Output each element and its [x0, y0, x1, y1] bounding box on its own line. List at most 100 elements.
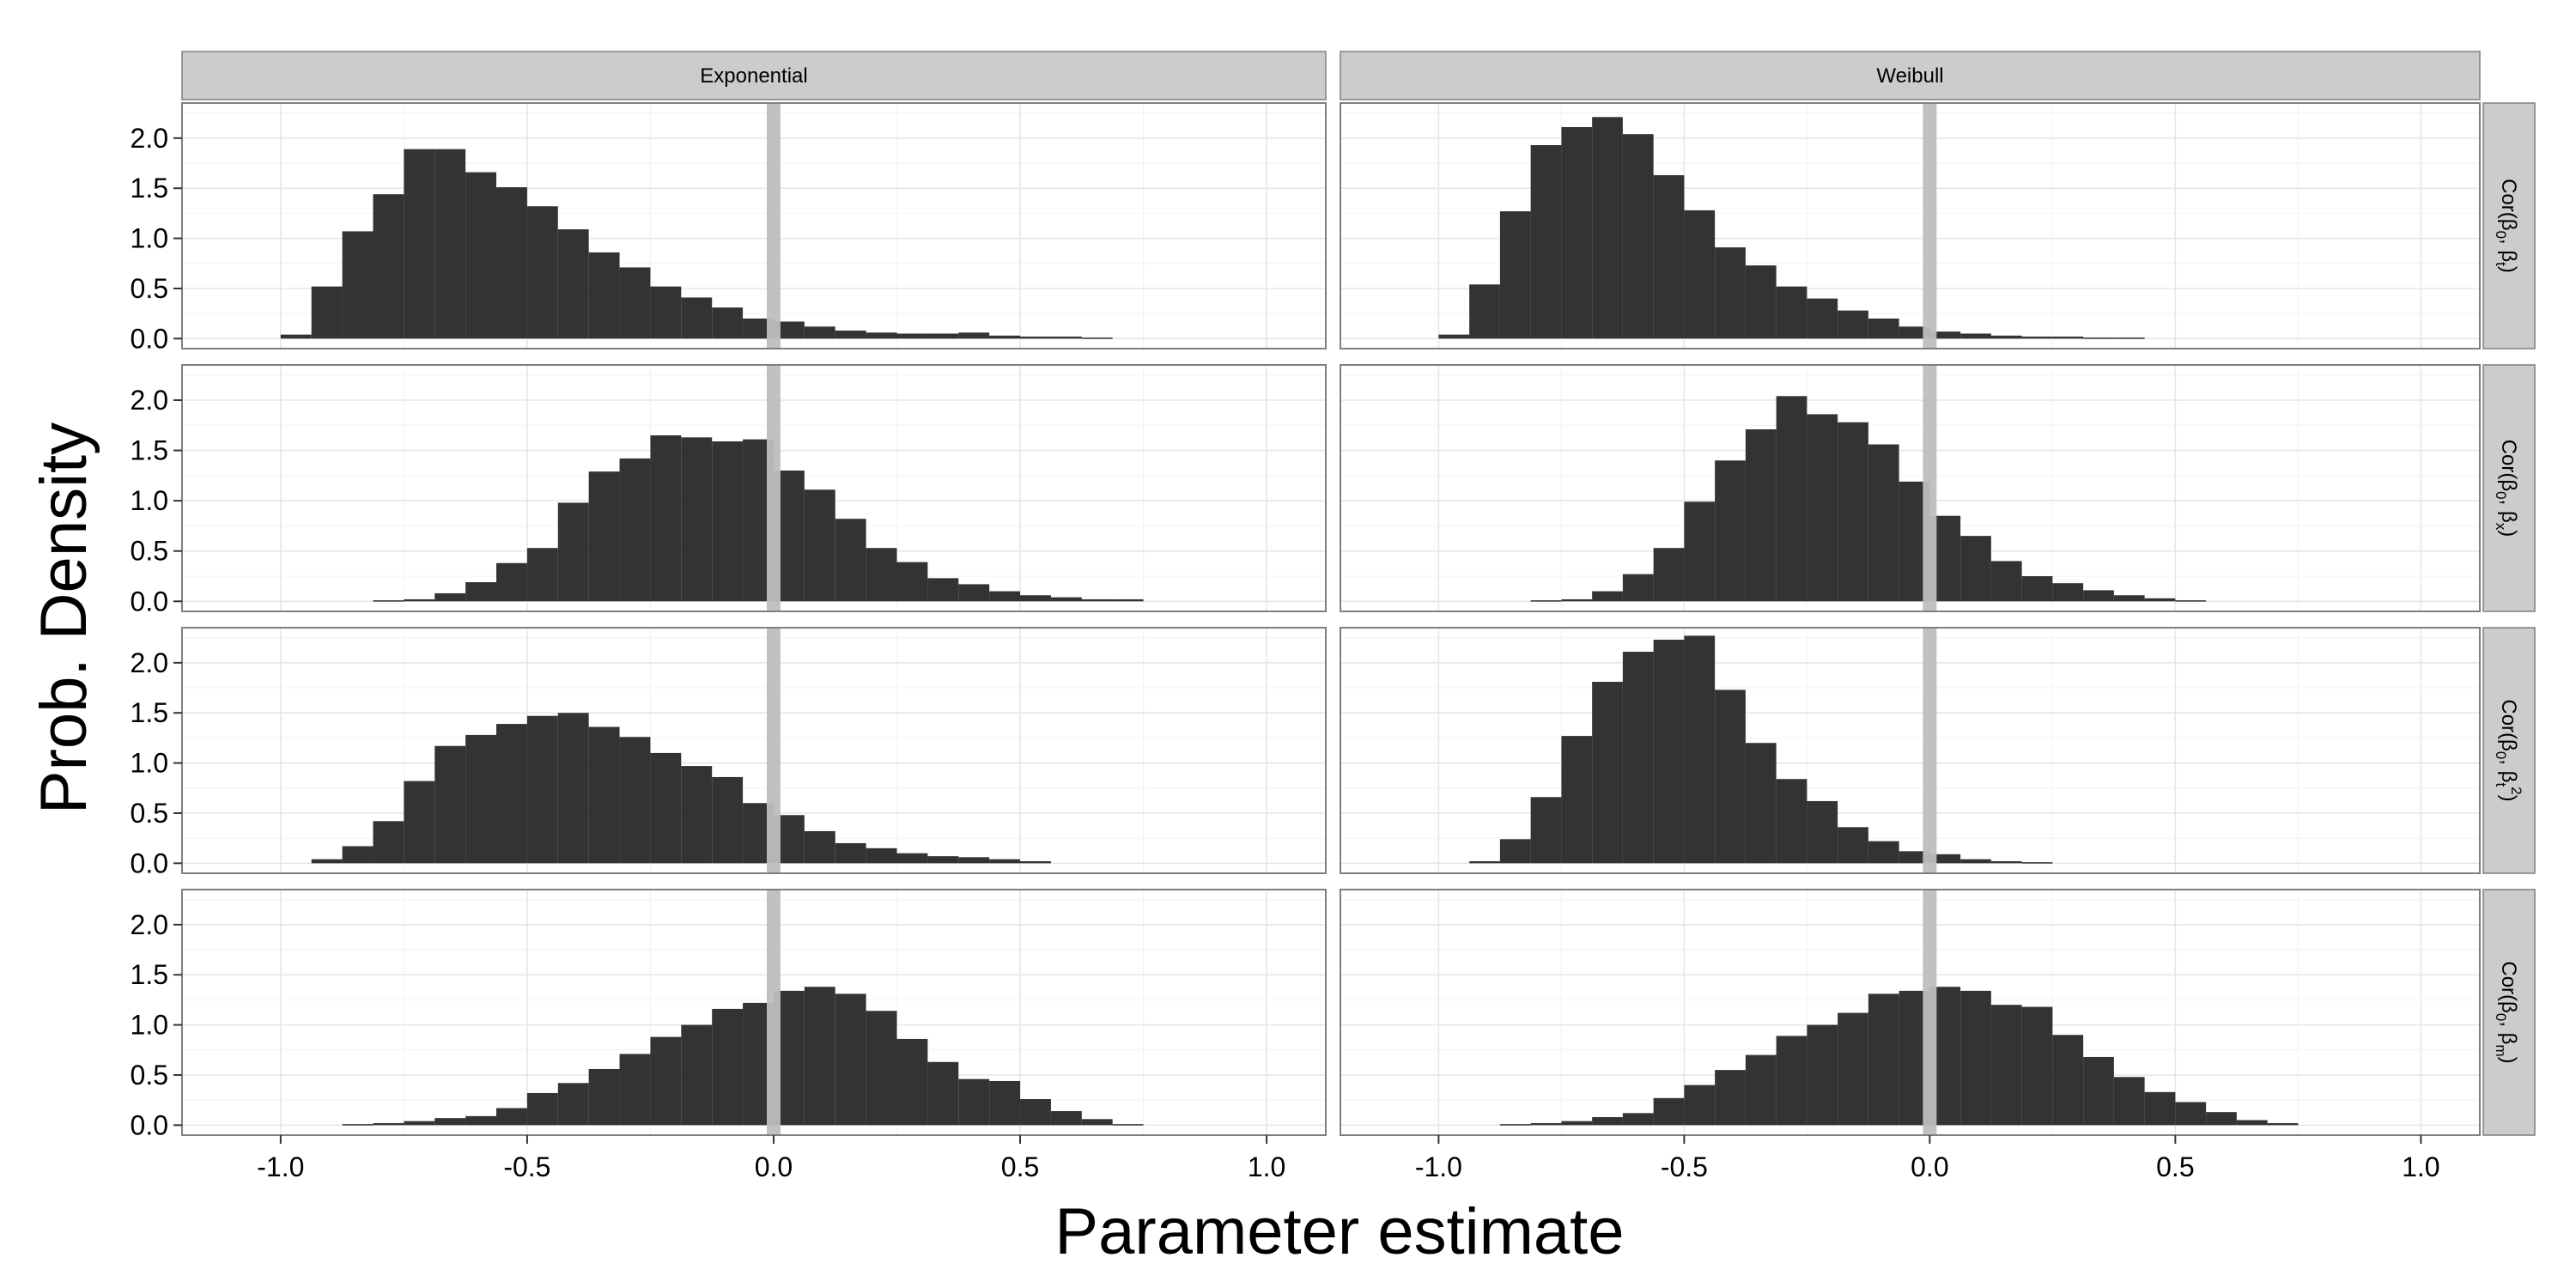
x-tick-label: 0.5 — [1001, 1151, 1039, 1182]
histogram-bar — [1776, 286, 1807, 339]
histogram-bar — [373, 194, 404, 339]
histogram-bar — [526, 715, 558, 864]
histogram-bar — [496, 562, 527, 602]
reference-line — [1923, 365, 1937, 611]
histogram-bar — [1592, 682, 1623, 864]
histogram-bar — [835, 993, 866, 1126]
y-tick-label: 2.0 — [131, 909, 168, 940]
histogram-bar — [1807, 800, 1838, 864]
histogram-bar — [2113, 1077, 2145, 1126]
x-tick-label: 1.0 — [2402, 1151, 2439, 1182]
histogram-bar — [650, 286, 682, 339]
histogram-bar — [1499, 211, 1531, 339]
histogram-bar — [2052, 1035, 2084, 1126]
panel-border — [1340, 364, 2481, 612]
histogram-bar — [619, 737, 651, 864]
histogram-bar — [1530, 797, 1562, 864]
panel-exponential-row3 — [181, 627, 1327, 874]
histogram-bar — [1715, 1070, 1746, 1126]
histogram-bar — [1990, 335, 2022, 339]
histogram-bar — [1438, 334, 1470, 339]
histogram-bar — [1020, 860, 1051, 864]
histogram-bar — [1561, 127, 1593, 339]
histogram-bar — [2083, 337, 2114, 339]
panel-exponential-row2 — [181, 364, 1327, 612]
histogram-bar — [896, 562, 928, 602]
histogram-bar — [373, 821, 404, 864]
column-strip-weibull — [1340, 51, 2481, 100]
column-strip-label: Exponential — [700, 64, 807, 88]
row-strip — [2482, 102, 2536, 349]
histogram-bar — [1653, 175, 1685, 339]
panel-background — [1340, 628, 2480, 873]
histogram-bar — [280, 334, 312, 339]
histogram-bar — [1715, 690, 1746, 864]
x-tick-label: -1.0 — [257, 1151, 304, 1182]
histogram-bar — [866, 548, 897, 602]
x-tick-label: 0.5 — [2156, 1151, 2194, 1182]
histogram-bar — [434, 745, 466, 864]
column-strip-exponential — [181, 51, 1327, 100]
y-tick-label: 2.0 — [131, 647, 168, 678]
histogram-bar — [2175, 1102, 2207, 1126]
histogram-bar — [1592, 591, 1623, 602]
x-tick-label: 0.0 — [755, 1151, 793, 1182]
x-tick-label: 0.0 — [1911, 1151, 1948, 1182]
histogram-bar — [434, 592, 466, 602]
row-strip-label: Cor(β0, βx) — [2493, 440, 2520, 538]
row-strip — [2482, 627, 2536, 874]
histogram-bar — [1684, 635, 1716, 864]
histogram-bar — [1776, 779, 1807, 864]
histogram-bar — [2113, 595, 2145, 602]
histogram-bar — [2144, 598, 2176, 602]
y-tick-label: 0.0 — [131, 1109, 168, 1140]
panel-border — [181, 102, 1327, 349]
histogram-bar — [2083, 590, 2114, 602]
histogram-bar — [496, 724, 527, 864]
histogram-bar — [1081, 598, 1113, 602]
reference-line — [1923, 103, 1937, 349]
histogram-bar — [650, 752, 682, 864]
histogram-bar — [557, 229, 589, 339]
histogram-bar — [927, 578, 959, 602]
histogram-bar — [1807, 1024, 1838, 1126]
reference-line — [1923, 890, 1937, 1135]
histogram-bar — [619, 458, 651, 602]
histogram-bar — [712, 307, 744, 339]
histogram-bar — [1020, 336, 1051, 339]
histogram-bar — [958, 857, 990, 864]
histogram-bar — [373, 1122, 404, 1126]
histogram-bar — [804, 489, 835, 602]
y-tick-label: 0.5 — [131, 273, 168, 304]
histogram-bar — [1990, 860, 2022, 864]
histogram-bar — [2206, 1112, 2237, 1126]
histogram-bar — [866, 1011, 897, 1126]
histogram-bar — [496, 1108, 527, 1126]
histogram-bar — [1530, 600, 1562, 602]
histogram-bar — [1081, 337, 1113, 339]
histogram-bar — [773, 321, 805, 339]
histogram-bar — [557, 1083, 589, 1126]
histogram-bar — [2021, 336, 2053, 339]
y-tick-label: 1.0 — [131, 485, 168, 516]
histogram-bar — [1745, 1054, 1777, 1126]
y-tick-label: 0.5 — [131, 798, 168, 829]
histogram-bar — [1561, 1121, 1593, 1126]
histogram-bar — [989, 1080, 1021, 1126]
histogram-bar — [1807, 414, 1838, 602]
x-tick-label: 1.0 — [1248, 1151, 1285, 1182]
row-strip-label: Cor(β0, βt) — [2493, 179, 2520, 273]
histogram-bar — [1868, 993, 1899, 1126]
histogram-bar — [712, 776, 744, 864]
histogram-bar — [958, 332, 990, 339]
reference-line — [766, 628, 781, 873]
histogram-bar — [1868, 841, 1899, 864]
histogram-bar — [2021, 862, 2053, 864]
x-tick-label: -1.0 — [1415, 1151, 1462, 1182]
histogram-bar — [526, 1092, 558, 1126]
histogram-bar — [1653, 1097, 1685, 1126]
histogram-bar — [1838, 1012, 1868, 1126]
histogram-bar — [434, 149, 466, 339]
y-tick-label: 1.5 — [131, 959, 168, 990]
